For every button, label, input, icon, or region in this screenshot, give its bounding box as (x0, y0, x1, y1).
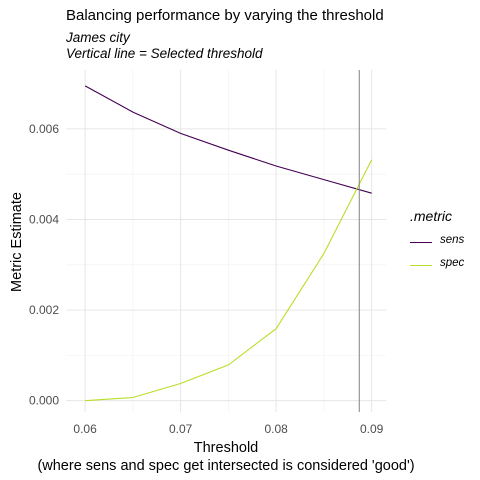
chart-subtitle-note: Vertical line = Selected threshold (66, 46, 263, 61)
x-tick-label: 0.09 (360, 422, 384, 436)
series-line-spec (85, 159, 373, 402)
x-tick-label: 0.08 (264, 422, 288, 436)
legend-item-sens: sens (410, 232, 480, 252)
x-axis-note: (where sens and spec get intersected is … (37, 458, 414, 474)
x-axis-title: Threshold (194, 440, 258, 456)
y-tick-label: 0.006 (29, 122, 59, 136)
tick-labels: 0.06 0.07 0.08 0.09 0.000 0.002 0.004 0.006 (29, 122, 384, 436)
y-tick-label: 0.004 (29, 212, 59, 226)
y-tick-label: 0.000 (29, 394, 59, 408)
y-axis-title: Metric Estimate (9, 192, 25, 292)
legend-title: .metric (410, 208, 452, 224)
x-tick-label: 0.06 (73, 422, 97, 436)
x-tick-label: 0.07 (169, 422, 193, 436)
grid (66, 70, 386, 412)
legend-item-spec: spec (410, 255, 480, 275)
legend-label-sens: sens (440, 234, 465, 246)
series-lines (84, 85, 373, 402)
legend-label-spec: spec (440, 257, 465, 269)
chart-title: Balancing performance by varying the thr… (66, 7, 384, 24)
legend-key-spec (410, 265, 432, 266)
legend-key-sens (410, 242, 432, 243)
chart-subtitle-city: James city (66, 30, 130, 45)
series-line-sens (84, 85, 372, 194)
y-tick-label: 0.002 (29, 303, 59, 317)
